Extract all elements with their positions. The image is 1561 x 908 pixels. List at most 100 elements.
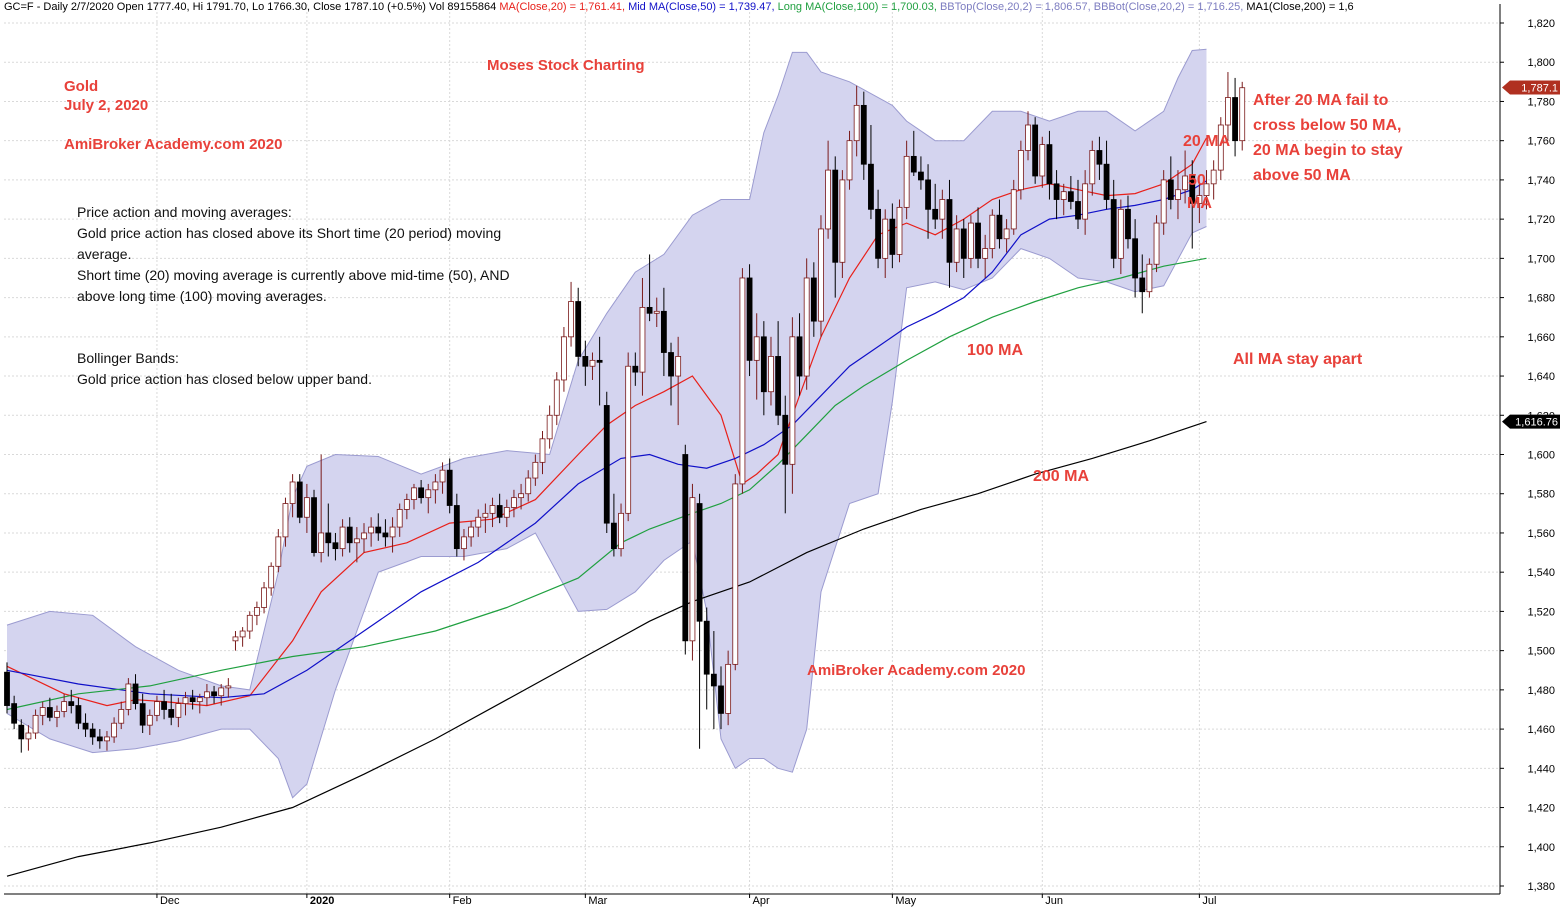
candle-body (232, 636, 239, 642)
candle-body (932, 208, 939, 220)
price-axis: 1,820 1,800 1,780 1,760 1,740 1,720 1,700 1,680… (1499, 4, 1560, 894)
candle-body (39, 707, 46, 716)
candle-body (432, 481, 439, 491)
crossover-comment: After 20 MA fail to cross below 50 MA, 2… (1253, 88, 1403, 188)
date-tick-label: May (895, 895, 916, 907)
candle-body (1046, 144, 1053, 185)
candle-body (753, 336, 760, 361)
candle-body (168, 709, 175, 718)
ma100-label: 100 MA (967, 342, 1024, 359)
date-tick-label: Jul (1202, 895, 1216, 907)
candle-body (46, 707, 53, 718)
moses-label: Moses Stock Charting (487, 57, 645, 74)
candle-body (1032, 124, 1039, 177)
candle-body (968, 222, 974, 259)
candle-body (725, 663, 732, 714)
candle-body (989, 214, 996, 249)
candle-body (182, 697, 189, 704)
candle-body (1060, 191, 1067, 200)
candle-body (332, 542, 339, 550)
price-tag-label: 1,787.1 (1521, 83, 1558, 95)
candle-body (925, 179, 931, 210)
candle-body (489, 505, 496, 514)
ma200-line (6, 421, 1207, 877)
date-tick-label: Feb (453, 895, 472, 907)
ma50-label-a: 50 (1188, 172, 1206, 189)
candle-body (1225, 97, 1231, 126)
candle-body (611, 522, 617, 550)
candle-body (196, 697, 203, 703)
ma50-line (6, 180, 1207, 699)
price-tick-label: 1,560 (1527, 528, 1555, 540)
candle-body (882, 218, 889, 259)
note-line: average. (77, 246, 132, 262)
price-tick-label: 1,480 (1527, 685, 1555, 697)
bollinger-notes: Bollinger Bands: Gold price action has c… (77, 348, 372, 390)
candle-body (389, 526, 396, 538)
header-bbtop: BBTop(Close,20,2) = 1,806.57, (939, 1, 1091, 13)
site-label-top: AmiBroker Academy.com 2020 (64, 136, 283, 153)
candle-body (896, 206, 903, 255)
candle-body (496, 505, 503, 518)
candle-body (582, 356, 589, 367)
candle-body (875, 208, 881, 259)
price-tick-label: 1,440 (1527, 763, 1555, 775)
ma50-label-b: MA (1187, 195, 1212, 212)
candle-body (696, 503, 703, 622)
candle-body (1139, 277, 1146, 293)
price-tick-label: 1,640 (1527, 371, 1555, 383)
candle-body (732, 483, 739, 665)
price-tick-label: 1,780 (1527, 96, 1555, 108)
candle-body (589, 359, 596, 367)
note-line: above long time (100) moving averages. (77, 288, 327, 304)
candle-body (718, 685, 724, 714)
candle-body (832, 169, 839, 263)
candle-body (860, 104, 867, 165)
candle-body (1096, 150, 1103, 165)
candle-body (710, 673, 717, 687)
gold-label: Gold (64, 78, 99, 95)
candle-body (1082, 183, 1089, 220)
header-ma100: Long MA(Close,100) = 1,700.03, (777, 1, 937, 13)
candle-body (768, 356, 774, 393)
candle-body (468, 526, 475, 538)
price-tag-label: 1,616.76 (1515, 417, 1558, 429)
candle-body (1210, 169, 1217, 185)
comment-line: After 20 MA fail to (1253, 92, 1389, 109)
candle-body (361, 532, 367, 540)
candle-body (739, 277, 746, 485)
comment-line: cross below 50 MA, (1253, 117, 1402, 134)
price-tick-label: 1,800 (1527, 57, 1555, 69)
price-tick-label: 1,700 (1527, 253, 1555, 265)
candle-body (953, 228, 960, 263)
note-line: Gold price action has closed below upper… (77, 371, 372, 387)
candle-body (1153, 222, 1160, 265)
apart-label: All MA stay apart (1233, 351, 1363, 368)
price-tick-label: 1,520 (1527, 606, 1555, 618)
candle-body (225, 685, 232, 689)
candle-body (296, 481, 303, 518)
candle-body (439, 469, 446, 483)
candle-body (11, 703, 18, 724)
price-tick-label: 1,400 (1527, 842, 1555, 854)
candle-body (703, 620, 710, 675)
candle-body (475, 516, 482, 528)
candle-body (1025, 124, 1031, 151)
candle-body (960, 228, 967, 259)
candle-body (646, 306, 653, 314)
price-tick-label: 1,580 (1527, 489, 1555, 501)
candle-body (68, 701, 75, 706)
bollinger-lower-band (6, 226, 1207, 799)
date-tick-label: Apr (753, 895, 770, 907)
candle-body (868, 163, 874, 210)
candle-body (175, 703, 182, 718)
price-action-notes: Price action and moving averages: Gold p… (77, 202, 510, 307)
price-tick-label: 1,380 (1527, 881, 1555, 893)
candle-body (1196, 195, 1203, 204)
chart-header: GC=F - Daily 2/7/2020 Open 1777.40, Hi 1… (4, 1, 1354, 13)
candle-body (132, 683, 139, 704)
candle-body (61, 701, 68, 712)
candle-body (339, 526, 346, 550)
header-ma200: MA1(Close,200) = 1,6 (1246, 1, 1354, 13)
